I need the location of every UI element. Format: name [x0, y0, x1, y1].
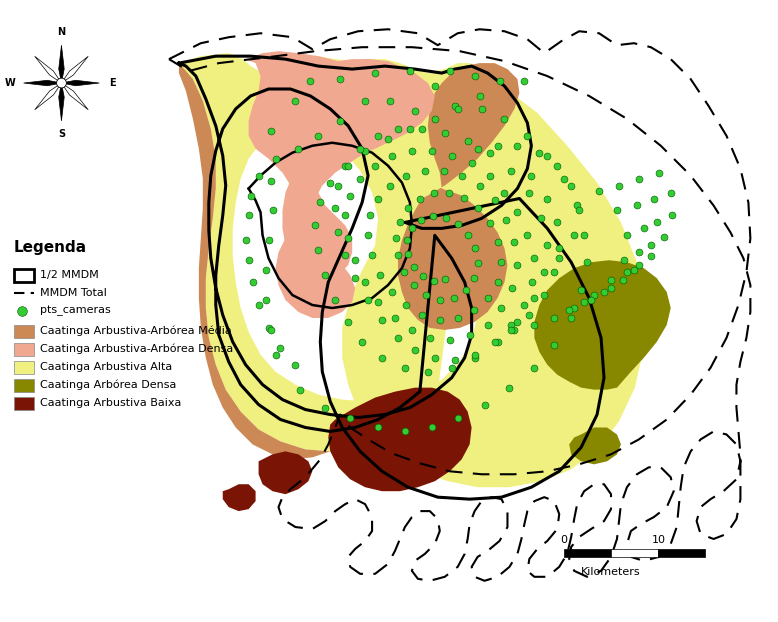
Text: N: N: [58, 27, 65, 37]
Bar: [564, 549, 611, 557]
Polygon shape: [179, 63, 331, 459]
Text: Kilometers: Kilometers: [581, 567, 641, 577]
Bar: [14, 325, 33, 338]
Text: 0: 0: [561, 535, 568, 545]
Text: W: W: [5, 78, 16, 88]
Bar: [14, 397, 33, 409]
Text: Caatinga Arbustiva Alta: Caatinga Arbustiva Alta: [40, 362, 172, 372]
Polygon shape: [61, 83, 88, 109]
Polygon shape: [223, 484, 256, 511]
Polygon shape: [258, 452, 312, 494]
Polygon shape: [23, 80, 61, 86]
Polygon shape: [534, 260, 671, 389]
Polygon shape: [61, 80, 100, 86]
Text: Caatinga Arbustiva Baixa: Caatinga Arbustiva Baixa: [40, 397, 181, 407]
Bar: [14, 361, 33, 374]
Text: E: E: [109, 78, 116, 88]
Bar: [657, 549, 705, 557]
Polygon shape: [246, 51, 425, 318]
Polygon shape: [58, 83, 65, 121]
Text: 10: 10: [652, 535, 666, 545]
Bar: [14, 379, 33, 392]
Polygon shape: [398, 63, 520, 330]
Text: Caatinga Arbustiva-Arbórea Densa: Caatinga Arbustiva-Arbórea Densa: [40, 343, 233, 354]
Bar: [14, 343, 33, 356]
Polygon shape: [35, 56, 61, 83]
Polygon shape: [58, 45, 65, 83]
Text: MMDM Total: MMDM Total: [40, 288, 107, 298]
Bar: [14, 269, 33, 282]
Polygon shape: [61, 56, 88, 83]
Polygon shape: [35, 83, 61, 109]
Text: Legenda: Legenda: [14, 240, 87, 255]
Text: S: S: [58, 129, 65, 139]
Polygon shape: [282, 59, 435, 282]
Circle shape: [57, 78, 66, 88]
Polygon shape: [328, 388, 471, 491]
Text: Caatinga Arbustiva-Arbórea Média: Caatinga Arbustiva-Arbórea Média: [40, 326, 231, 336]
Text: 1/2 MMDM: 1/2 MMDM: [40, 270, 98, 280]
Text: pts_cameras: pts_cameras: [40, 306, 110, 316]
Bar: [611, 549, 657, 557]
Polygon shape: [569, 427, 621, 464]
Polygon shape: [179, 53, 644, 487]
Text: Caatinga Arbórea Densa: Caatinga Arbórea Densa: [40, 379, 176, 390]
